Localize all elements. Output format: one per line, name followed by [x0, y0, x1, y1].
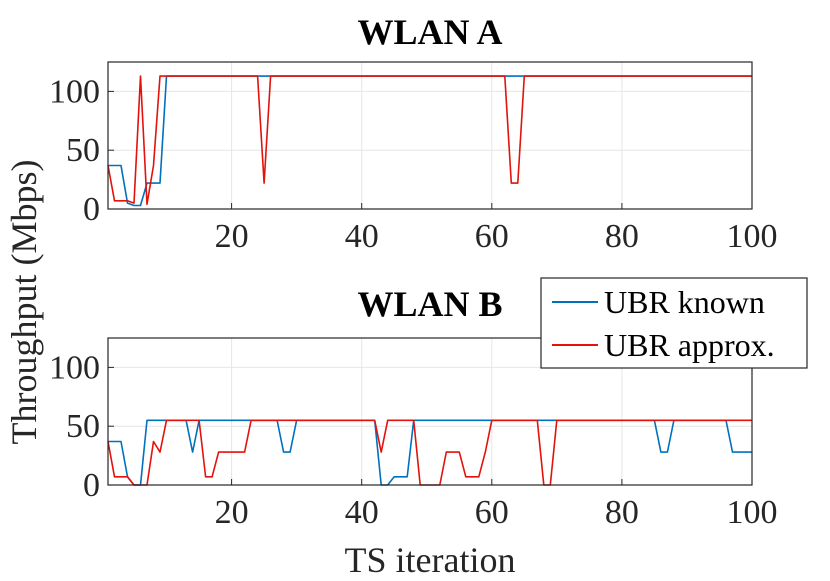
- series-layer-a: [107, 75, 752, 207]
- panel-title-b: WLAN B: [357, 284, 502, 324]
- x-tick-label-100-b: 100: [727, 494, 778, 531]
- x-tick-label-60-a: 60: [475, 218, 509, 255]
- x-tick-label-80-b: 80: [605, 494, 639, 531]
- y-tick-label-100-a: 100: [49, 73, 100, 110]
- legend-box: [540, 277, 808, 369]
- plot-area-a: [108, 62, 752, 209]
- x-tick-label-40-a: 40: [345, 218, 379, 255]
- y-axis-label: Throughput (Mbps): [4, 160, 44, 445]
- ticks-b: 20 40 60 80 100 0 50 100: [49, 349, 778, 531]
- panel-wlan-a: 20 40 60 80 100 0 50 100 WLAN A: [49, 12, 778, 255]
- panel-title-a: WLAN A: [357, 12, 502, 52]
- panel-wlan-b: 20 40 60 80 100 0 50 100 WLAN B: [49, 284, 778, 531]
- x-axis-label: TS iteration: [345, 540, 516, 580]
- x-tick-label-80-a: 80: [605, 218, 639, 255]
- y-tick-label-50-a: 50: [66, 132, 100, 169]
- y-tick-label-0-b: 0: [83, 467, 100, 504]
- x-tick-label-60-b: 60: [475, 494, 509, 531]
- x-tick-label-100-a: 100: [727, 218, 778, 255]
- series-line-ubr-approx-a: [107, 75, 752, 206]
- legend-label-ubr-known: UBR known: [604, 284, 765, 320]
- series-line-ubr-known-a: [108, 75, 752, 207]
- legend-label-ubr-approx: UBR approx.: [604, 327, 775, 363]
- x-tick-label-40-b: 40: [345, 494, 379, 531]
- legend: UBR known UBR approx.: [540, 277, 808, 369]
- y-tick-label-100-b: 100: [49, 349, 100, 386]
- x-tick-label-20-b: 20: [215, 494, 249, 531]
- y-tick-label-50-b: 50: [66, 408, 100, 445]
- ticks-a: 20 40 60 80 100 0 50 100: [49, 73, 778, 255]
- x-tick-label-20-a: 20: [215, 218, 249, 255]
- axes-frame-b: [107, 337, 753, 486]
- y-tick-label-0-a: 0: [83, 191, 100, 228]
- axes-frame-a: [107, 61, 753, 210]
